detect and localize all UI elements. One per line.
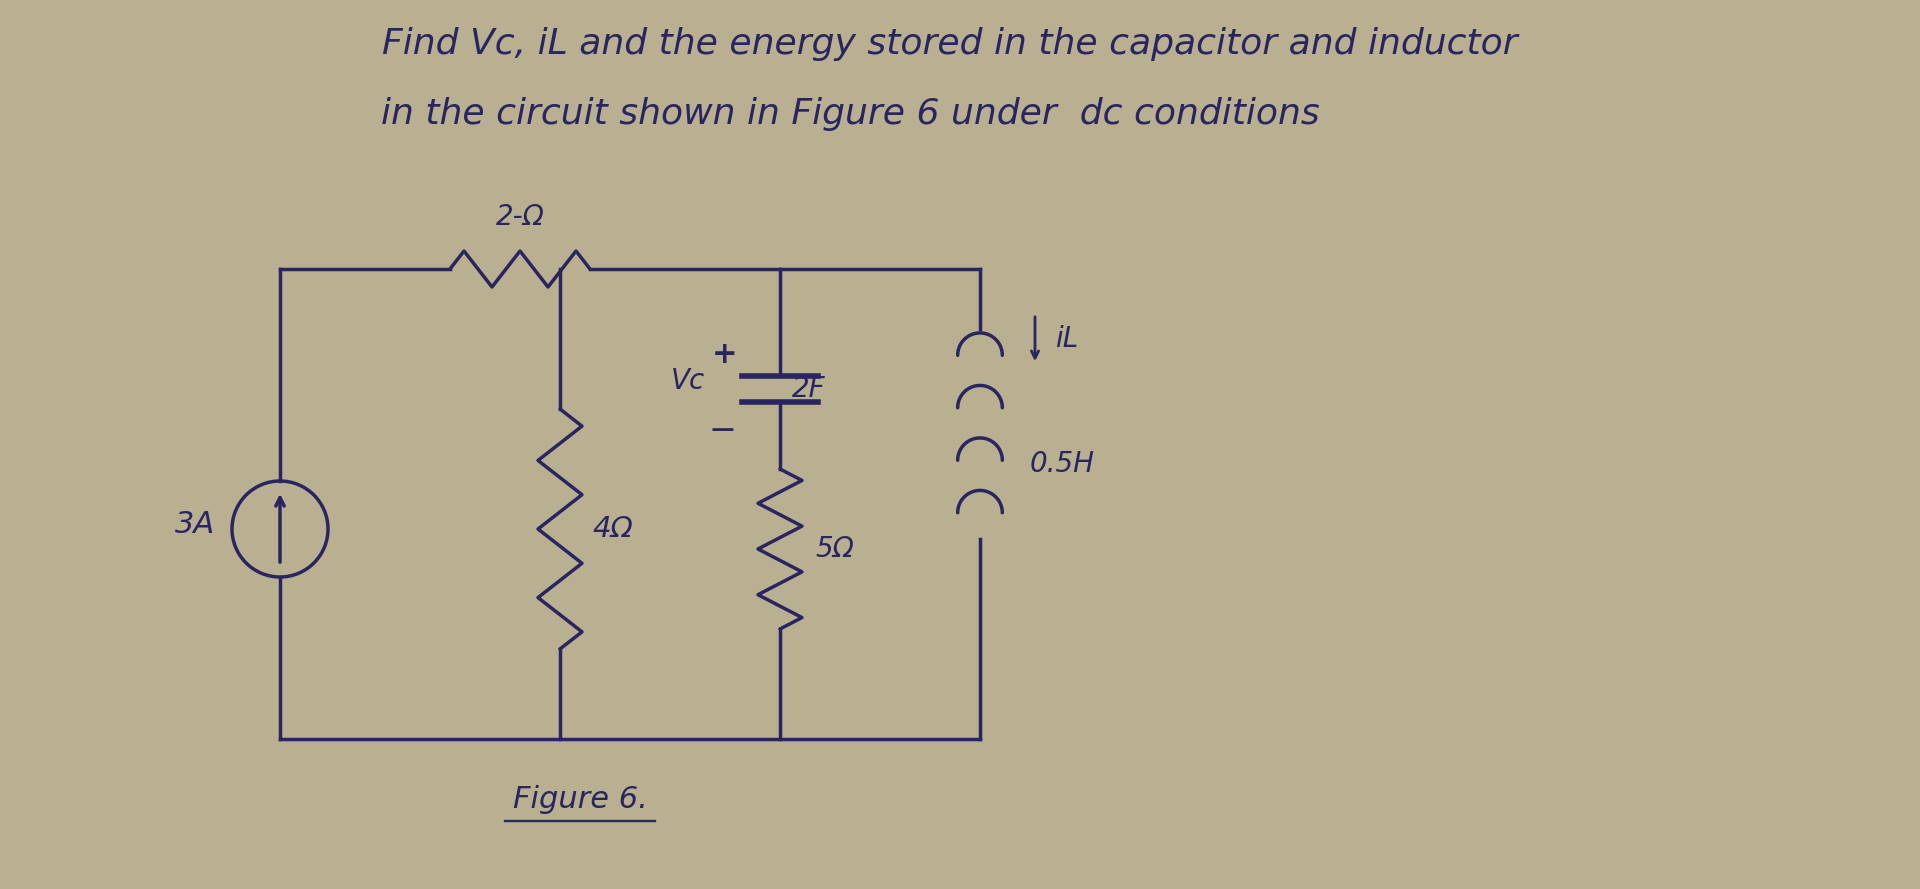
Text: Find Vc, iL and the energy stored in the capacitor and inductor: Find Vc, iL and the energy stored in the…	[382, 27, 1519, 61]
Text: 2F: 2F	[791, 375, 826, 403]
Text: Vc: Vc	[670, 367, 705, 395]
Text: Figure 6.: Figure 6.	[513, 784, 647, 813]
Text: 0.5H: 0.5H	[1029, 450, 1094, 478]
Text: in the circuit shown in Figure 6 under  dc conditions: in the circuit shown in Figure 6 under d…	[380, 97, 1319, 131]
Text: iL: iL	[1054, 325, 1079, 353]
Text: 2-Ω: 2-Ω	[495, 203, 545, 231]
Text: 5Ω: 5Ω	[814, 535, 854, 563]
Text: 3A: 3A	[175, 509, 215, 539]
Text: −: −	[708, 413, 735, 446]
Text: +: +	[712, 340, 737, 369]
Text: 4Ω: 4Ω	[591, 515, 634, 543]
